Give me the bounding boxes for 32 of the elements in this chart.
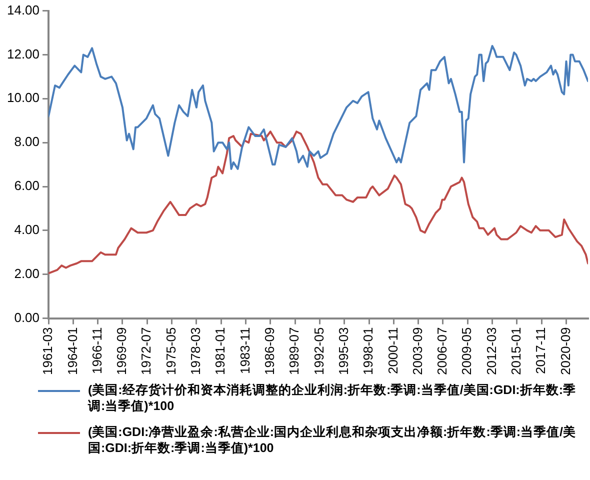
x-tick-label: 1964-01	[64, 327, 80, 376]
x-tick-label: 1969-09	[114, 327, 130, 376]
y-tick-label: 12.00	[6, 46, 40, 62]
x-tick-label: 1981-01	[212, 327, 228, 376]
x-tick-label: 2006-07	[434, 327, 450, 376]
legend-label: (美国:经存货计价和资本消耗调整的企业利润:折年数:季调:当季值/美国:GDI:折年数:季调:当季值)*100	[88, 383, 576, 413]
legend-label: (美国:GDI:净营业盈余:私营企业:国内企业利息和杂项支出净额:折年数:季调:当季值/美国:GDI:折年数:季调:当季值)*100	[88, 425, 576, 455]
y-tick-label: 14.00	[6, 2, 40, 18]
y-tick-label: 4.00	[14, 222, 40, 238]
y-tick-label: 6.00	[14, 178, 40, 194]
x-tick-label: 1972-07	[138, 327, 154, 376]
x-tick-label: 2012-03	[484, 327, 499, 376]
x-tick-label: 1978-03	[188, 327, 204, 376]
x-tick-label: 1986-09	[262, 327, 277, 376]
x-tick-label: 2000-11	[385, 327, 400, 374]
x-tick-label: 2015-01	[508, 327, 524, 376]
y-tick-label: 10.00	[6, 90, 40, 106]
x-tick-label: 1966-11	[89, 327, 104, 374]
x-tick-label: 1961-03	[40, 327, 56, 376]
x-tick-label: 2009-05	[459, 327, 474, 376]
x-tick-label: 2020-09	[558, 327, 573, 376]
y-tick-label: 8.00	[14, 134, 40, 150]
x-tick-label: 1992-05	[311, 327, 326, 376]
x-tick-label: 1983-11	[237, 327, 252, 374]
x-tick-label: 1989-07	[286, 327, 302, 376]
x-tick-label: 2017-11	[533, 327, 548, 374]
x-tick-label: 2003-09	[410, 327, 425, 376]
x-tick-label: 1995-03	[336, 327, 351, 376]
y-tick-label: 0.00	[14, 310, 40, 325]
x-tick-label: 1975-05	[163, 327, 178, 376]
x-tick-label: 1998-01	[360, 327, 376, 376]
y-tick-label: 2.00	[14, 266, 40, 281]
